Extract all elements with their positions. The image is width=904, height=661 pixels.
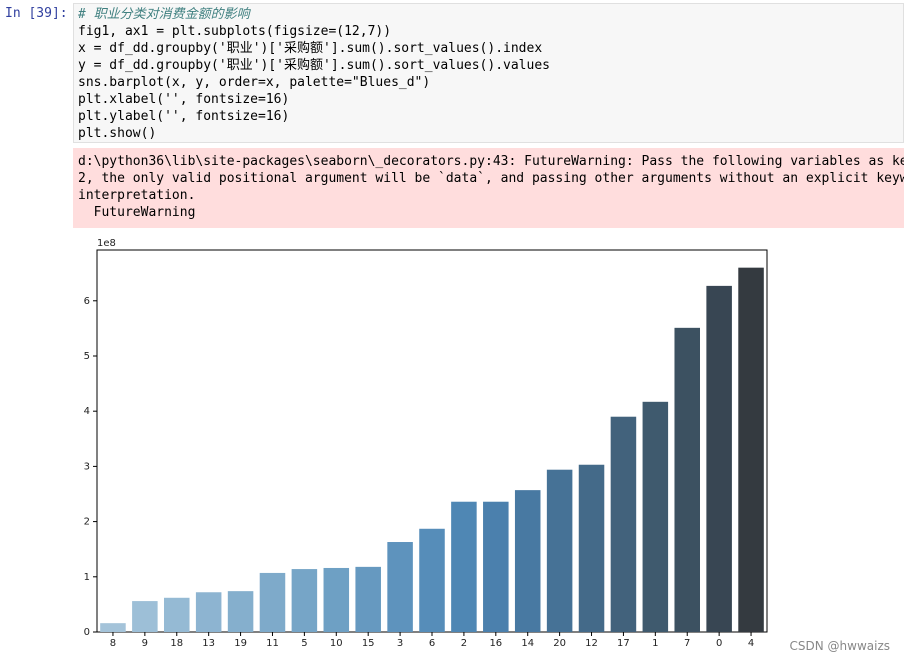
x-tick-label: 16 [489,638,502,649]
stderr-line: d:\python36\lib\site-packages\seaborn\_d… [78,154,904,169]
x-tick-label: 10 [330,638,343,649]
x-tick-label: 17 [617,638,630,649]
x-tick-label: 2 [461,638,467,649]
x-tick-label: 9 [142,638,148,649]
x-tick-label: 13 [202,638,215,649]
code-line: x = df_dd.groupby('职业')['采购额'].sum().sor… [78,41,543,56]
bar [514,490,541,632]
bar [291,569,318,632]
stderr-output: d:\python36\lib\site-packages\seaborn\_d… [73,148,904,228]
x-tick-label: 1 [652,638,658,649]
y-tick-label: 2 [84,517,90,528]
code-line: plt.xlabel('', fontsize=16) [78,92,290,107]
code-line: plt.ylabel('', fontsize=16) [78,109,290,124]
x-tick-label: 12 [585,638,598,649]
x-tick-label: 3 [397,638,403,649]
x-tick-label: 6 [429,638,435,649]
bar [706,285,732,632]
y-tick-label: 1 [84,572,90,583]
bar [642,401,669,632]
bar [132,601,158,632]
bar [419,528,445,632]
code-line: # 职业分类对消费金额的影响 [78,7,250,22]
y-tick-label: 3 [84,461,90,472]
bar [387,542,413,632]
cell-prompt: In [39]: [5,6,68,21]
bar [451,501,477,632]
x-tick-label: 20 [553,638,566,649]
bar [100,623,126,632]
bar [323,567,350,632]
bar [546,469,573,632]
code-line: sns.barplot(x, y, order=x, palette="Blue… [78,75,431,90]
x-tick-label: 7 [684,638,690,649]
watermark: CSDN @hwwaizs [789,639,891,653]
y-tick-label: 5 [84,351,90,362]
x-tick-label: 11 [266,638,279,649]
x-tick-label: 14 [521,638,534,649]
y-offset-label: 1e8 [97,238,116,249]
x-tick-label: 15 [362,638,375,649]
bar [227,591,254,632]
bar [355,566,381,632]
y-tick-label: 0 [84,627,90,638]
bar [578,464,605,632]
x-tick-label: 4 [748,638,754,649]
y-tick-label: 4 [84,406,90,417]
x-tick-label: 19 [234,638,247,649]
code-line: plt.show() [78,126,157,141]
x-tick-label: 8 [110,638,116,649]
x-tick-label: 5 [301,638,307,649]
y-tick-label: 6 [84,296,90,307]
bar [738,267,764,632]
stderr-line: FutureWarning [78,205,196,220]
x-tick-label: 18 [170,638,183,649]
stderr-line: interpretation. [78,188,196,203]
code-line: y = df_dd.groupby('职业')['采购额'].sum().sor… [78,58,550,73]
bar [610,416,637,632]
bar [259,572,286,632]
code-line: fig1, ax1 = plt.subplots(figsize=(12,7)) [78,24,392,39]
code-cell[interactable]: # 职业分类对消费金额的影响 fig1, ax1 = plt.subplots(f… [73,3,904,143]
bar [483,501,509,632]
stderr-line: 2, the only valid positional argument wi… [78,171,904,186]
x-tick-label: 0 [716,638,722,649]
bar [674,327,700,632]
bar [195,592,222,632]
bar [164,597,190,632]
